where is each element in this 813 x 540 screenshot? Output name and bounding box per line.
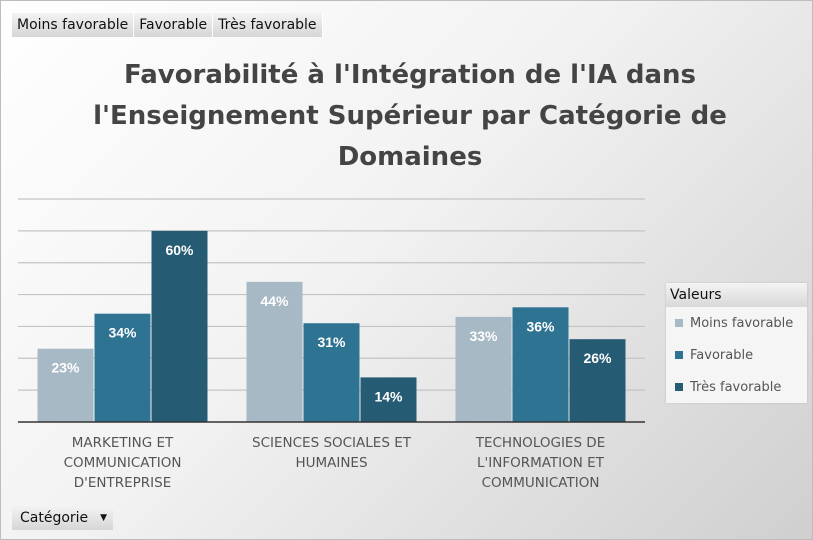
category-label: MARKETING ET COMMUNICATION D'ENTREPRISE — [33, 433, 213, 493]
bar[interactable] — [455, 316, 512, 422]
legend-label: Favorable — [690, 347, 754, 363]
category-label-line: L'INFORMATION ET — [477, 455, 604, 471]
category-filter-button[interactable]: Catégorie ▼ — [12, 506, 114, 530]
legend-title[interactable]: Valeurs — [666, 283, 807, 307]
field-button-favorable[interactable]: Favorable — [134, 13, 214, 37]
bar[interactable] — [569, 339, 626, 422]
category-label: TECHNOLOGIES DE L'INFORMATION ET COMMUNICA… — [451, 433, 631, 493]
legend: Valeurs Moins favorable Favorable Très f… — [666, 283, 807, 403]
category-label-line: TECHNOLOGIES DE — [475, 435, 606, 451]
category-label-line: HUMAINES — [295, 455, 368, 471]
field-button-tres-favorable[interactable]: Très favorable — [213, 13, 323, 37]
bar[interactable] — [246, 281, 303, 422]
legend-label: Moins favorable — [690, 315, 794, 331]
bar[interactable] — [37, 348, 94, 422]
data-label: 44% — [260, 293, 289, 309]
chart-title: Favorabilité à l'Intégration de l'IA dan… — [93, 60, 727, 172]
data-label: 31% — [317, 334, 346, 350]
data-label: 33% — [469, 328, 498, 344]
bar[interactable] — [512, 307, 569, 422]
category-label-line: COMMUNICATION — [481, 475, 600, 491]
legend-item-tres-favorable[interactable]: Très favorable — [666, 371, 807, 403]
legend-swatch — [675, 383, 683, 391]
legend-swatch — [675, 351, 683, 359]
value-field-buttons: Moins favorable Favorable Très favorable — [12, 13, 323, 37]
legend-swatch — [675, 319, 683, 327]
category-label-line: D'ENTREPRISE — [73, 475, 172, 491]
category-label-line: COMMUNICATION — [63, 455, 182, 471]
data-label: 36% — [526, 318, 555, 334]
bar[interactable] — [360, 377, 417, 422]
dropdown-arrow-icon: ▼ — [100, 513, 108, 523]
legend-item-favorable[interactable]: Favorable — [666, 339, 807, 371]
data-label: 34% — [108, 325, 137, 341]
data-label: 26% — [583, 350, 612, 366]
bar[interactable] — [151, 230, 208, 422]
category-label-line: SCIENCES SOCIALES ET — [252, 435, 411, 451]
bar[interactable] — [94, 313, 151, 422]
legend-label: Très favorable — [690, 379, 782, 395]
data-label: 23% — [51, 360, 80, 376]
field-button-moins-favorable[interactable]: Moins favorable — [12, 13, 135, 37]
category-label: SCIENCES SOCIALES ET HUMAINES — [242, 433, 422, 473]
category-label-line: MARKETING ET — [71, 435, 174, 451]
data-label: 60% — [165, 242, 194, 258]
data-label: 14% — [374, 388, 403, 404]
category-filter-label: Catégorie — [20, 510, 89, 526]
bar[interactable] — [303, 323, 360, 422]
legend-item-moins-favorable[interactable]: Moins favorable — [666, 307, 807, 339]
